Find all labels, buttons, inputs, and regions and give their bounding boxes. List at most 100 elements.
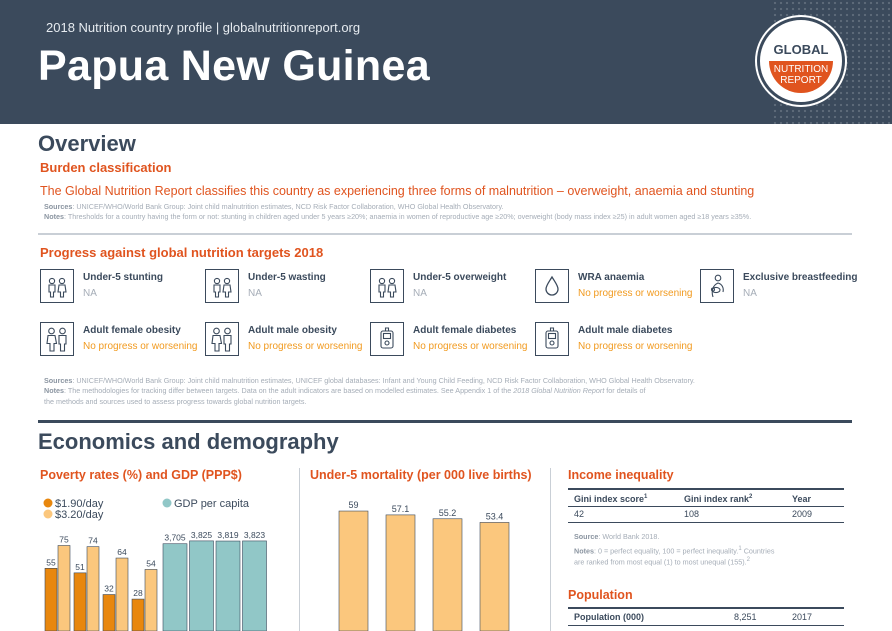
target-name: Exclusive breastfeeding xyxy=(743,272,858,283)
income-notes-line2: are ranked from most equal (1) to most u… xyxy=(574,557,750,567)
poverty-chart-title: Poverty rates (%) and GDP (PPP$) xyxy=(40,468,242,482)
poverty-label-190: 55 xyxy=(46,557,56,567)
burden-classification-title: Burden classification xyxy=(40,160,172,175)
target-name: WRA anaemia xyxy=(578,272,645,283)
target-status: NA xyxy=(413,288,427,299)
poverty-bar-320 xyxy=(86,546,100,631)
divider-economics xyxy=(38,420,852,423)
gdp-bar xyxy=(162,543,188,631)
adult-pair-icon xyxy=(205,322,239,356)
progress-title: Progress against global nutrition target… xyxy=(40,245,324,260)
target-status: NA xyxy=(83,288,97,299)
target-name: Adult female diabetes xyxy=(413,325,517,336)
child-pair-icon xyxy=(205,269,239,303)
target-name: Under-5 stunting xyxy=(83,272,163,283)
poverty-gdp-chart: $1.90/day$3.20/day GDP per capita 55 75 51 74… xyxy=(43,498,267,631)
profile-line: 2018 Nutrition country profile | globaln… xyxy=(46,20,361,35)
target-status: No progress or worsening xyxy=(413,341,528,352)
gdp-bar xyxy=(215,540,241,631)
poverty-bar-320 xyxy=(57,545,71,631)
under5-mortality-chart: 59 57.1 55.2 53.4 xyxy=(338,500,510,631)
gini-score-value: 42 xyxy=(574,509,585,519)
population-value: 8,251 xyxy=(734,612,757,622)
poverty-bar-190 xyxy=(44,568,58,631)
legend-label-320: $3.20/day xyxy=(55,509,104,521)
gdp-label: 3,825 xyxy=(191,530,213,540)
logo-line-report: REPORT xyxy=(780,75,822,86)
gdp-bar xyxy=(189,540,214,631)
legend-swatch-190 xyxy=(43,498,53,508)
burden-notes: Notes: Thresholds for a country having t… xyxy=(44,212,752,221)
burden-statement: The Global Nutrition Report classifies t… xyxy=(40,184,755,198)
target-name: Adult male obesity xyxy=(248,325,337,336)
poverty-bar-190 xyxy=(73,572,87,631)
target-item: Adult female obesity No progress or worse… xyxy=(40,322,200,358)
gdp-label: 3,819 xyxy=(217,530,239,540)
progress-notes: Notes: The methodologies for tracking di… xyxy=(44,386,646,395)
blood-drop-icon xyxy=(535,269,569,303)
poverty-label-320: 74 xyxy=(88,536,98,546)
col-year: Year xyxy=(792,494,812,504)
col-gini-score: Gini index score1 xyxy=(574,494,648,504)
breastfeeding-icon xyxy=(700,269,734,303)
target-name: Adult female obesity xyxy=(83,325,181,336)
progress-notes-line2: the methods and sources used to assess p… xyxy=(44,397,307,406)
target-status: No progress or worsening xyxy=(578,341,693,352)
target-item: Under-5 overweight NA xyxy=(370,269,530,305)
income-table-header: Gini index score1 Gini index rank2 Year xyxy=(568,488,844,507)
mortality-label: 53.4 xyxy=(486,511,504,521)
poverty-label-320: 64 xyxy=(117,547,127,557)
target-item: Under-5 wasting NA xyxy=(205,269,365,305)
logo-line-nutrition: NUTRITION xyxy=(773,64,829,75)
glucose-meter-icon xyxy=(370,322,404,356)
poverty-bar-320 xyxy=(144,569,158,631)
income-notes: Notes: 0 = perfect equality, 100 = perfe… xyxy=(574,546,775,556)
glucose-meter-icon xyxy=(535,322,569,356)
mortality-label: 59 xyxy=(348,500,358,510)
child-pair-icon xyxy=(370,269,404,303)
target-status: No progress or worsening xyxy=(83,341,198,352)
target-name: Adult male diabetes xyxy=(578,325,673,336)
population-label: Population (000) xyxy=(574,612,645,622)
overview-title: Overview xyxy=(38,131,136,156)
logo-line-global: GLOBAL xyxy=(773,42,829,57)
economics-title: Economics and demography xyxy=(38,429,339,454)
poverty-label-320: 75 xyxy=(59,535,69,545)
table-row: Population (000) 8,251 2017 xyxy=(568,607,844,626)
mortality-bar xyxy=(479,522,510,631)
progress-sources: Sources: UNICEF/WHO/World Bank Group: Jo… xyxy=(44,376,695,385)
poverty-label-190: 51 xyxy=(75,562,85,572)
income-source: Source: World Bank 2018. xyxy=(574,532,660,541)
target-status: NA xyxy=(248,288,262,299)
poverty-bar-190 xyxy=(102,594,116,631)
gdp-bar xyxy=(242,540,267,631)
burden-sources: Sources: UNICEF/WHO/World Bank Group: Jo… xyxy=(44,202,504,211)
gini-year-value: 2009 xyxy=(792,509,813,519)
target-item: Adult female diabetes No progress or wors… xyxy=(370,322,530,358)
page-header: 2018 Nutrition country profile | globaln… xyxy=(0,0,892,124)
mortality-label: 57.1 xyxy=(392,504,410,514)
mortality-bar xyxy=(385,514,416,631)
target-item: Exclusive breastfeeding NA xyxy=(700,269,860,305)
population-year: 2017 xyxy=(792,612,813,622)
target-item: WRA anaemia No progress or worsening xyxy=(535,269,695,305)
target-item: Adult male obesity No progress or worseni… xyxy=(205,322,365,358)
table-row: 42 108 2009 xyxy=(568,507,844,523)
population-title: Population xyxy=(568,588,633,602)
gdp-label: 3,823 xyxy=(244,530,266,540)
gdp-label: 3,705 xyxy=(164,533,186,543)
target-status: NA xyxy=(743,288,757,299)
target-status: No progress or worsening xyxy=(248,341,363,352)
target-item: Adult male diabetes No progress or worsen… xyxy=(535,322,695,358)
separator-left xyxy=(299,468,300,631)
separator-right xyxy=(550,468,551,631)
poverty-label-190: 28 xyxy=(133,588,143,598)
legend-swatch-gdp xyxy=(162,498,172,508)
target-name: Under-5 overweight xyxy=(413,272,507,283)
col-gini-rank: Gini index rank2 xyxy=(684,494,753,504)
poverty-bar-320 xyxy=(115,557,129,631)
target-name: Under-5 wasting xyxy=(248,272,326,283)
gnr-logo: GLOBAL NUTRITION REPORT xyxy=(757,17,845,105)
poverty-bar-190 xyxy=(131,598,145,631)
mortality-chart-title: Under-5 mortality (per 000 live births) xyxy=(310,468,532,482)
